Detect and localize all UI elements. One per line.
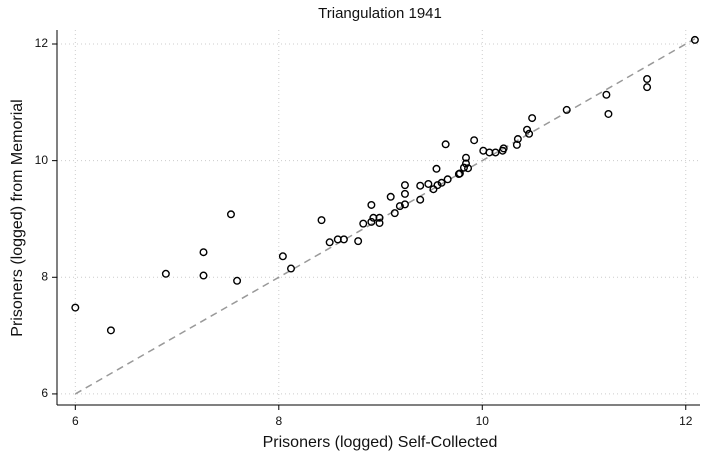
point [317, 216, 326, 225]
point [470, 136, 479, 145]
x-axis-label: Prisoners (logged) Self-Collected [263, 434, 498, 451]
point [464, 164, 473, 173]
point [400, 200, 409, 209]
point [375, 219, 384, 228]
x-tick-label: 12 [679, 414, 693, 428]
point [433, 181, 442, 190]
point [400, 181, 409, 190]
point [441, 140, 450, 149]
point [71, 303, 80, 312]
y-tick-label: 10 [35, 153, 49, 167]
point [461, 159, 470, 168]
point [367, 200, 376, 209]
point [199, 271, 208, 280]
point [479, 146, 488, 155]
point [106, 326, 115, 335]
point [233, 276, 242, 285]
y-tick-label: 12 [35, 36, 49, 50]
point [416, 181, 425, 190]
reference-line [74, 38, 696, 395]
point [386, 192, 395, 201]
point [333, 235, 342, 244]
point [390, 209, 399, 218]
point [416, 195, 425, 204]
point [562, 105, 571, 114]
point [400, 189, 409, 198]
point [437, 178, 446, 187]
point [459, 163, 468, 172]
x-tick-label: 10 [476, 414, 490, 428]
point [325, 238, 334, 247]
point [432, 164, 441, 173]
point [359, 219, 368, 228]
point [643, 74, 652, 83]
point [199, 248, 208, 257]
y-tick-label: 6 [41, 386, 48, 400]
point [429, 185, 438, 194]
point [354, 237, 363, 246]
point [602, 90, 611, 99]
y-tick-label: 8 [41, 269, 48, 283]
point [287, 264, 296, 273]
point [525, 129, 534, 138]
x-tick-label: 8 [275, 414, 282, 428]
point [604, 109, 613, 118]
point [443, 175, 452, 184]
point [424, 179, 433, 188]
chart-title: Triangulation 1941 [318, 5, 442, 22]
y-axis-label: Prisoners (logged) from Memorial [9, 99, 26, 336]
point [226, 210, 235, 219]
point [498, 146, 507, 155]
point [454, 170, 463, 179]
point [528, 114, 537, 123]
point [367, 217, 376, 226]
point [690, 35, 699, 44]
point [395, 202, 404, 211]
x-tick-label: 6 [72, 414, 79, 428]
point [461, 153, 470, 162]
point [278, 252, 287, 261]
point [523, 125, 532, 134]
point [512, 140, 521, 149]
point [369, 213, 378, 222]
point [161, 269, 170, 278]
point [643, 83, 652, 92]
